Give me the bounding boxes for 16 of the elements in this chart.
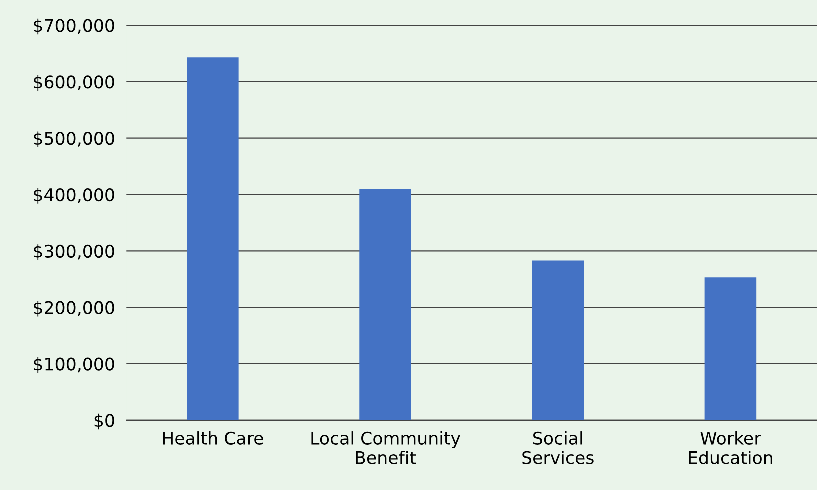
y-tick-label: $200,000 <box>34 300 114 317</box>
x-tick-label: Worker Education <box>689 432 772 464</box>
y-tick-label: $600,000 <box>34 75 114 92</box>
y-tick-label: $0 <box>94 414 114 430</box>
x-tick-label: Health Care <box>163 432 264 445</box>
bar <box>360 189 412 420</box>
x-tick-label: Social Services <box>522 432 594 464</box>
y-tick-label: $700,000 <box>34 18 114 35</box>
bar <box>704 278 757 420</box>
y-tick-label: $100,000 <box>34 357 114 374</box>
y-tick-label: $500,000 <box>34 132 114 148</box>
y-tick-label: $300,000 <box>34 244 114 260</box>
x-tick-label: Local Community Benefit <box>312 432 461 464</box>
bar <box>187 58 239 420</box>
y-tick-label: $400,000 <box>34 188 114 204</box>
bar <box>532 260 584 420</box>
